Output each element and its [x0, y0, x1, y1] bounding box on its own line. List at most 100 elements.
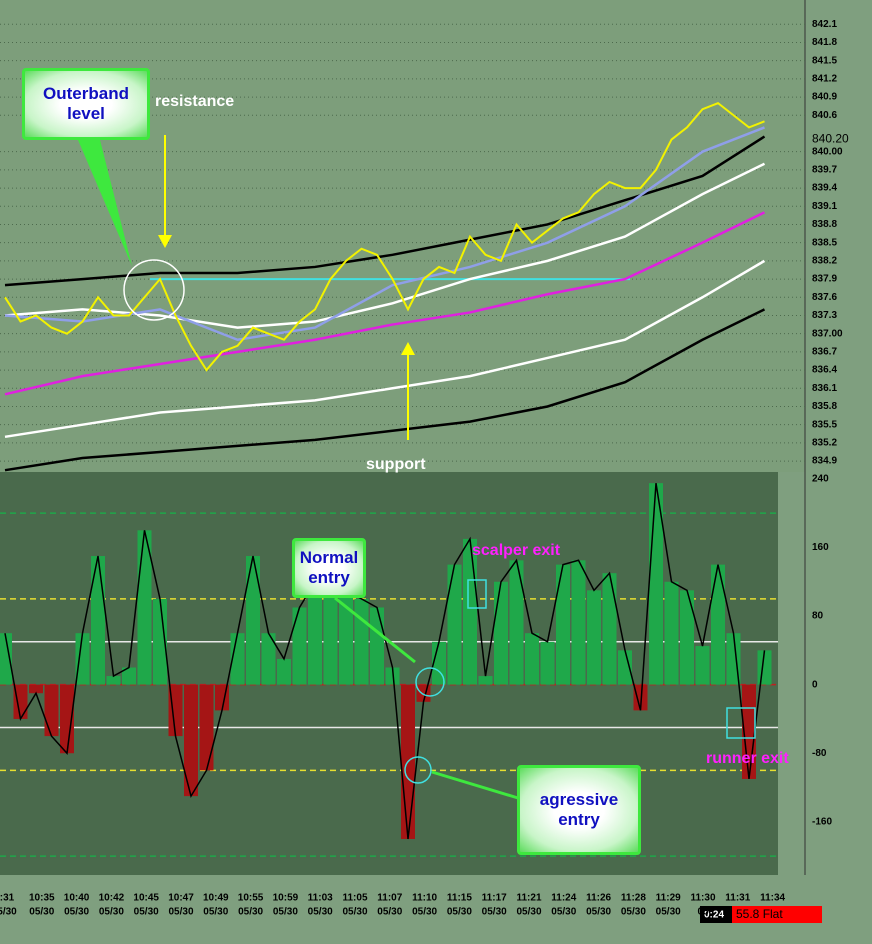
series-line — [4, 135, 766, 287]
x-tick-label: 11:10 — [412, 893, 437, 904]
y-tick-label: 840.00 — [812, 146, 843, 157]
bar — [122, 667, 136, 685]
x-tick-label: 11:21 — [516, 893, 541, 904]
y-tick-label: 838.5 — [812, 237, 837, 248]
x-date-label: 05/30 — [342, 907, 367, 918]
y-tick-label: 836.4 — [812, 365, 837, 376]
y-tick-label: 836.7 — [812, 347, 837, 358]
x-date-label: 05/30 — [134, 907, 159, 918]
x-tick-label: 11:30 — [690, 893, 715, 904]
series-line — [4, 308, 766, 472]
last-price: 840.20 — [812, 132, 849, 146]
status-clock: 0:24 — [704, 910, 724, 921]
x-date-label: 05/30 — [29, 907, 54, 918]
bar — [587, 590, 601, 685]
y-tick-label: 240 — [812, 474, 829, 485]
bar — [106, 676, 121, 685]
x-date-label: 05/30 — [308, 907, 333, 918]
bar — [308, 581, 322, 685]
y-tick-label: 0 — [812, 679, 818, 690]
bar — [494, 581, 508, 685]
status-position: 55.8 Flat — [736, 907, 783, 921]
x-tick-label: 11:31 — [725, 893, 750, 904]
x-tick-label: 10:47 — [168, 893, 194, 904]
bar — [277, 658, 291, 685]
bar — [91, 556, 105, 685]
x-date-label: 05/30 — [482, 907, 507, 918]
y-tick-label: 838.8 — [812, 219, 837, 230]
x-tick-label: 11:07 — [377, 893, 402, 904]
x-date-label: 05/30 — [447, 907, 472, 918]
callout: Normal entry — [292, 538, 366, 598]
bar — [153, 598, 167, 685]
y-tick-label: 836.1 — [812, 383, 837, 394]
x-date-label: 05/30 — [412, 907, 437, 918]
bar — [478, 676, 493, 685]
bar — [137, 530, 152, 685]
x-date-label: 5/30 — [0, 907, 17, 918]
highlight-box — [467, 579, 487, 609]
bar — [199, 684, 214, 771]
y-tick-label: -160 — [812, 816, 832, 827]
x-tick-label: :31 — [0, 893, 15, 904]
x-tick-label: 11:24 — [551, 893, 576, 904]
y-tick-label: 835.2 — [812, 438, 837, 449]
x-tick-label: 11:17 — [482, 893, 507, 904]
bar — [0, 633, 12, 685]
bar — [618, 650, 632, 685]
x-tick-label: 11:03 — [308, 893, 333, 904]
callout-pointer — [431, 770, 519, 800]
y-tick-label: -80 — [812, 748, 827, 759]
x-tick-label: 10:45 — [133, 893, 159, 904]
bar — [447, 564, 462, 685]
bar — [60, 684, 74, 754]
bar — [184, 684, 198, 797]
x-tick-label: 10:42 — [99, 893, 125, 904]
highlight-circle — [415, 667, 445, 697]
bar — [13, 684, 28, 719]
y-tick-label: 840.6 — [812, 110, 837, 121]
bar — [571, 560, 586, 685]
y-tick-label: 835.8 — [812, 401, 837, 412]
x-date-label: 05/30 — [238, 907, 263, 918]
arrow-head — [401, 342, 415, 355]
bar — [525, 633, 539, 685]
bar — [354, 598, 369, 685]
highlight-circle — [123, 259, 185, 321]
x-date-label: 05 — [697, 907, 709, 918]
y-tick-label: 837.9 — [812, 274, 837, 285]
bar — [664, 581, 679, 685]
series-line — [4, 211, 766, 396]
x-tick-label: 10:40 — [64, 893, 90, 904]
bar — [339, 590, 353, 685]
y-tick-label: 838.2 — [812, 256, 837, 267]
bar — [44, 684, 59, 737]
x-date-label: 05/30 — [273, 907, 298, 918]
x-tick-label: 11:28 — [621, 893, 646, 904]
bar — [261, 633, 276, 685]
x-date-label: 05/30 — [516, 907, 541, 918]
y-tick-label: 841.8 — [812, 37, 837, 48]
annotation: resistance — [155, 93, 235, 110]
x-date-label: 05/30 — [586, 907, 611, 918]
bar — [602, 573, 617, 685]
y-tick-label: 842.1 — [812, 19, 837, 30]
highlight-circle — [404, 756, 432, 784]
y-tick-label: 839.1 — [812, 201, 837, 212]
bar — [29, 684, 43, 694]
annotation: support — [366, 456, 426, 473]
x-date-label: 05/30 — [621, 907, 646, 918]
y-tick-label: 80 — [812, 611, 824, 622]
y-tick-label: 160 — [812, 542, 829, 553]
y-tick-label: 835.5 — [812, 419, 837, 430]
x-tick-label: 10:55 — [238, 893, 264, 904]
callout: agressive entry — [517, 765, 641, 855]
x-date-label: 05/30 — [99, 907, 124, 918]
bar — [385, 667, 400, 685]
y-tick-label: 841.2 — [812, 74, 837, 85]
y-tick-label: 839.4 — [812, 183, 837, 194]
x-tick-label: 11:34 — [760, 893, 785, 904]
bar — [323, 590, 338, 685]
x-date-label: 05/30 — [168, 907, 193, 918]
